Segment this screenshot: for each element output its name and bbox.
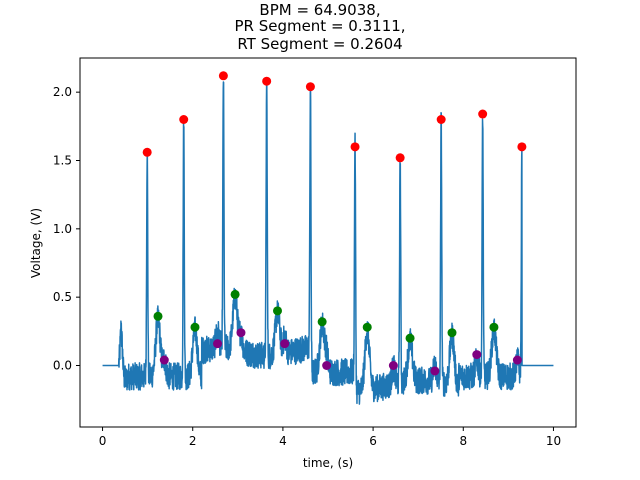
y-axis-ticks: 0.0 0.5 1.0 1.5 2.0 [53,85,80,373]
t-peak-marker [405,333,415,343]
chart-title: BPM = 64.9038, PR Segment = 0.3111, RT S… [234,1,405,53]
p-peak-marker [213,339,223,349]
p-peak-marker [388,361,398,370]
title-line-1: BPM = 64.9038, [259,1,380,19]
ecg-signal-line [101,78,555,405]
p-peak-marker [512,355,522,365]
r-peak-marker [142,147,152,157]
r-peak-marker [218,71,228,81]
title-line-2: PR Segment = 0.3111, [234,17,405,35]
plot-content [101,71,555,405]
x-tick-label: 2 [189,434,197,448]
axes-frame [79,57,577,428]
x-tick-label: 8 [459,434,467,448]
y-tick-label: 2.0 [53,85,72,99]
r-peak-marker [350,142,360,152]
p-peak-marker [322,361,332,370]
x-tick-label: 0 [99,434,107,448]
axes-border [79,57,577,428]
r-peak-marker [478,109,488,119]
y-tick-label: 1.5 [53,154,72,168]
t-peak-marker [317,317,327,327]
r-peak-marker [436,115,446,124]
title-line-3: RT Segment = 0.2604 [237,35,402,53]
x-tick-label: 4 [279,434,287,448]
y-tick-label: 0.5 [53,290,72,304]
t-peak-marker [230,289,240,299]
x-tick-label: 10 [546,434,561,448]
p-peak-marker [236,328,246,338]
r-peak-marker [179,115,189,124]
x-axis-ticks: 0 2 4 6 8 10 [99,427,561,448]
y-tick-label: 1.0 [53,222,72,236]
t-peak-marker [272,306,282,316]
t-peak-marker [362,322,372,332]
p-peak-marker [430,366,440,376]
x-axis-label: time, (s) [303,456,353,470]
r-peak-marker [262,76,272,86]
p-peak-marker [159,355,169,365]
y-tick-label: 0.0 [53,359,72,373]
p-peak-marker [472,350,482,360]
t-peak-marker [153,311,163,321]
t-peak-marker [489,322,499,332]
p-peak-marker [280,339,290,349]
y-axis-label: Voltage, (V) [29,208,43,278]
t-peak-marker [447,328,457,338]
r-peak-marker [305,82,315,92]
r-peak-marker [395,153,405,163]
r-peak-marker [517,142,527,152]
x-tick-label: 6 [369,434,377,448]
t-peak-marker [190,322,200,332]
